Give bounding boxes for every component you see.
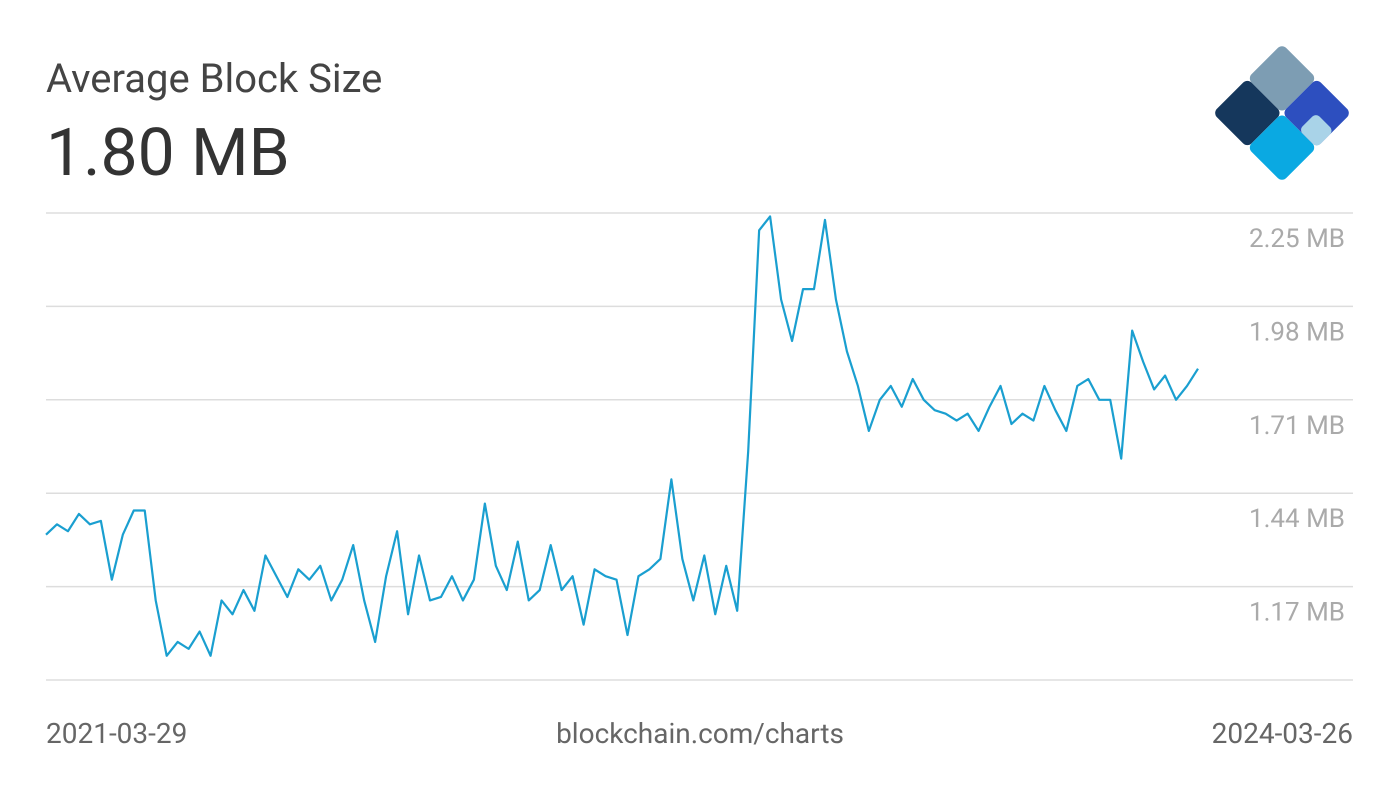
source-label: blockchain.com/charts: [556, 717, 844, 750]
y-tick-label: 2.25 MB: [1249, 224, 1345, 254]
logo: [1215, 46, 1349, 180]
chart-title: Average Block Size: [46, 55, 382, 102]
logo-tile: [1284, 80, 1349, 146]
y-tick-label: 1.71 MB: [1249, 411, 1345, 441]
x-tick-label: 2024-03-26: [1212, 717, 1353, 750]
y-tick-label: 1.17 MB: [1249, 598, 1345, 628]
x-tick-label: 2021-03-29: [46, 717, 187, 750]
chart-subtitle: 1.80 MB: [46, 115, 290, 192]
y-tick-label: 1.98 MB: [1249, 317, 1345, 347]
logo-tile: [1301, 115, 1332, 146]
logo-tile: [1249, 46, 1315, 111]
data-line: [45, 215, 1199, 657]
y-tick-label: 1.44 MB: [1249, 504, 1345, 534]
logo-tile: [1215, 80, 1280, 146]
logo-tile: [1249, 115, 1315, 180]
